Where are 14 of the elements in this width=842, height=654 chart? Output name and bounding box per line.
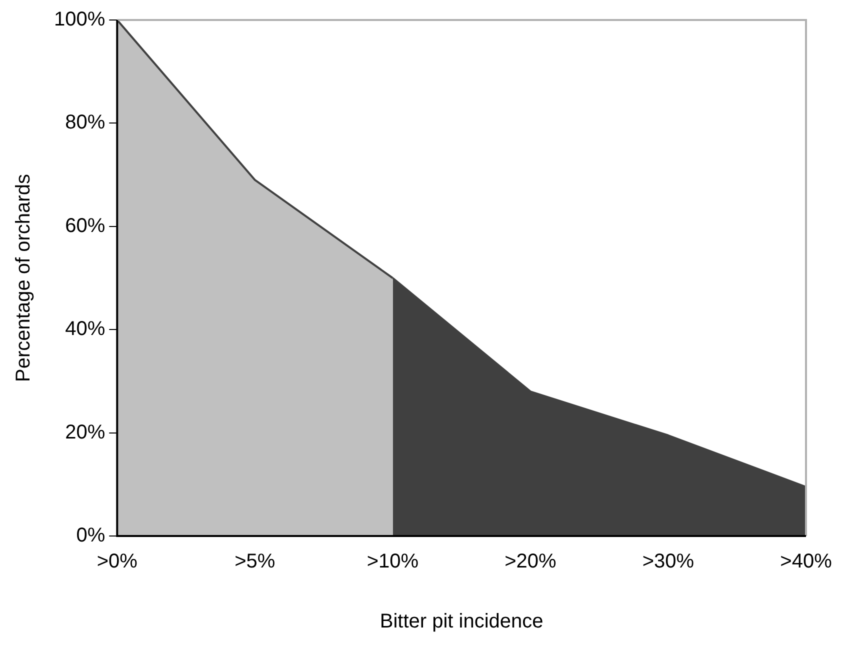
x-tick-label: >10%	[366, 550, 419, 573]
y-tick-label: 0%	[76, 524, 106, 547]
x-tick-label: >40%	[780, 550, 832, 573]
y-tick-label: 60%	[65, 214, 106, 237]
y-tick-label: 20%	[65, 421, 106, 444]
x-axis-title: Bitter pit incidence	[380, 610, 544, 633]
x-tick-label: >0%	[96, 550, 138, 573]
x-tick-label: >30%	[642, 550, 694, 573]
x-tick-label: >5%	[234, 550, 276, 573]
y-tick-label: 80%	[65, 112, 106, 134]
y-tick-label: 100%	[54, 8, 106, 31]
y-tick-label: 40%	[65, 318, 106, 340]
x-tick-label: >20%	[504, 550, 557, 573]
y-axis-title: Percentage of orchards	[12, 174, 35, 382]
